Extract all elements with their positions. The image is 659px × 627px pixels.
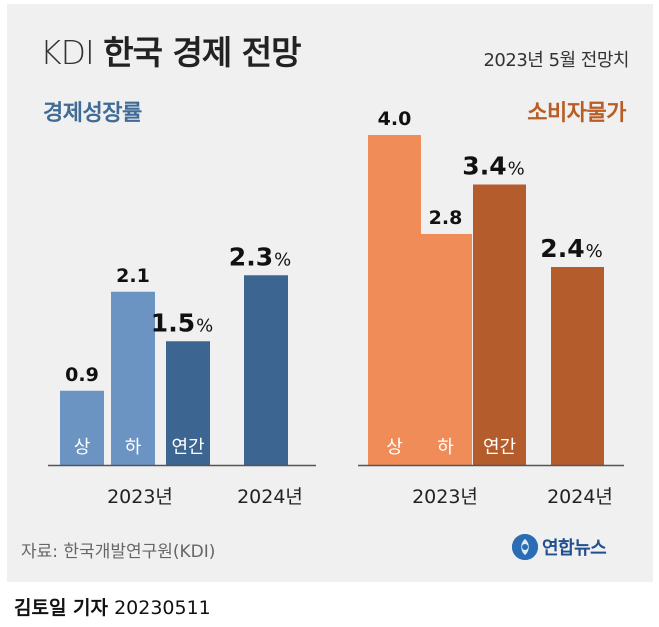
inflation-value-label-3: 3.4%: [462, 152, 524, 181]
yonhap-logo-icon: [512, 534, 538, 560]
growth-value-label-4: 2.3%: [229, 242, 291, 271]
growth-group-label-1: 2023년: [107, 486, 173, 508]
growth-bar-2: [111, 291, 155, 465]
growth-value-label-2: 2.1: [116, 265, 150, 287]
inflation-bar-3: [473, 184, 526, 465]
growth-value-label-1: 0.9: [65, 364, 99, 386]
growth-bar-4: [244, 275, 288, 465]
inflation-value-label-1: 4.0: [378, 108, 412, 130]
inflation-group-label-1: 2023년: [412, 486, 478, 508]
byline-date: 20230511: [114, 597, 211, 619]
yonhap-logo: 연합뉴스: [512, 532, 607, 562]
inflation-bar-label-3: 연간: [483, 437, 516, 458]
growth-panel-title: 경제성장률: [43, 101, 142, 126]
growth-value-label-3: 1.5%: [151, 308, 213, 337]
yonhap-logo-text: 연합뉴스: [542, 538, 607, 559]
title-main: 한국 경제 전망: [103, 33, 301, 72]
growth-group-label-2: 2024년: [237, 486, 303, 508]
chart-subtitle: 2023년 5월 전망치: [483, 50, 629, 71]
inflation-bar-4: [551, 267, 604, 465]
chart-title: KDI 한국 경제 전망: [40, 26, 301, 74]
inflation-bar-label-2: 하: [437, 437, 454, 458]
growth-bar-label-2: 하: [125, 437, 142, 458]
inflation-group-label-2: 2024년: [547, 486, 613, 508]
byline: 김토일 기자 20230511: [14, 593, 211, 620]
inflation-bar-label-1: 상: [386, 437, 403, 458]
growth-bar-label-3: 연간: [171, 437, 204, 458]
growth-bar-label-1: 상: [74, 437, 91, 458]
source-note: 자료: 한국개발연구원(KDI): [21, 542, 216, 562]
inflation-bar-1: [368, 135, 421, 465]
title-prefix: KDI: [40, 33, 95, 72]
inflation-panel-title: 소비자물가: [527, 101, 626, 126]
byline-name: 김토일 기자: [14, 597, 109, 619]
inflation-value-label-2: 2.8: [429, 207, 463, 229]
growth-bar-3: [166, 341, 210, 465]
inflation-value-label-4: 2.4%: [540, 234, 602, 263]
inflation-bar-2: [419, 234, 472, 465]
growth-bar-1: [60, 390, 104, 465]
